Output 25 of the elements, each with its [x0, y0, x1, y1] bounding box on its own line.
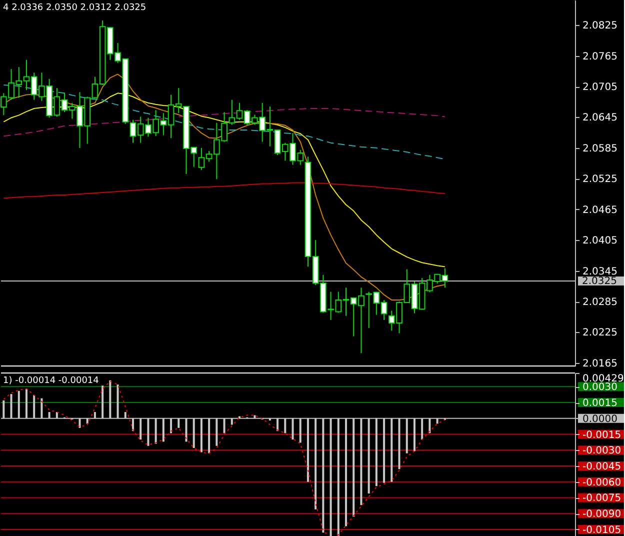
y-tick-label: 2.0765 — [582, 51, 618, 62]
y-tick-label: 2.0705 — [582, 82, 618, 94]
y-tick-label: -0.0045 — [582, 462, 622, 472]
y-tick-label: 0.0015 — [582, 398, 618, 410]
y-tick-label: -0.0015 — [582, 430, 622, 441]
y-tick-label: -0.0030 — [582, 446, 622, 457]
y-tick-label: 2.0465 — [582, 204, 618, 216]
y-tick-label: 0.0030 — [582, 382, 618, 394]
y-tick-label: 2.0345 — [582, 266, 618, 278]
y-tick-label: 0.0000 — [582, 414, 618, 425]
y-tick-label: 2.0525 — [582, 174, 618, 186]
y-tick-label: 2.0285 — [582, 297, 618, 308]
y-tick-label: 2.0645 — [582, 112, 618, 124]
y-tick-label: 2.0225 — [582, 328, 618, 339]
y-tick-label: -0.0105 — [582, 524, 622, 536]
chart-title: 1) -0.00014 -0.00014 — [3, 376, 100, 386]
y-tick-label: 2.0165 — [582, 358, 618, 370]
y-tick-label: -0.0060 — [582, 477, 622, 488]
y-tick-label: 2.0585 — [582, 143, 618, 154]
y-tick-label: 2.0405 — [582, 236, 618, 247]
y-tick-label: 2.0825 — [582, 20, 618, 32]
y-tick-label: -0.0090 — [582, 509, 622, 520]
chart-title: 4 2.0336 2.0350 2.0312 2.0325 — [3, 3, 146, 13]
y-tick-label: -0.0075 — [582, 493, 622, 504]
ref-line-label: 2.0325 — [582, 276, 617, 288]
